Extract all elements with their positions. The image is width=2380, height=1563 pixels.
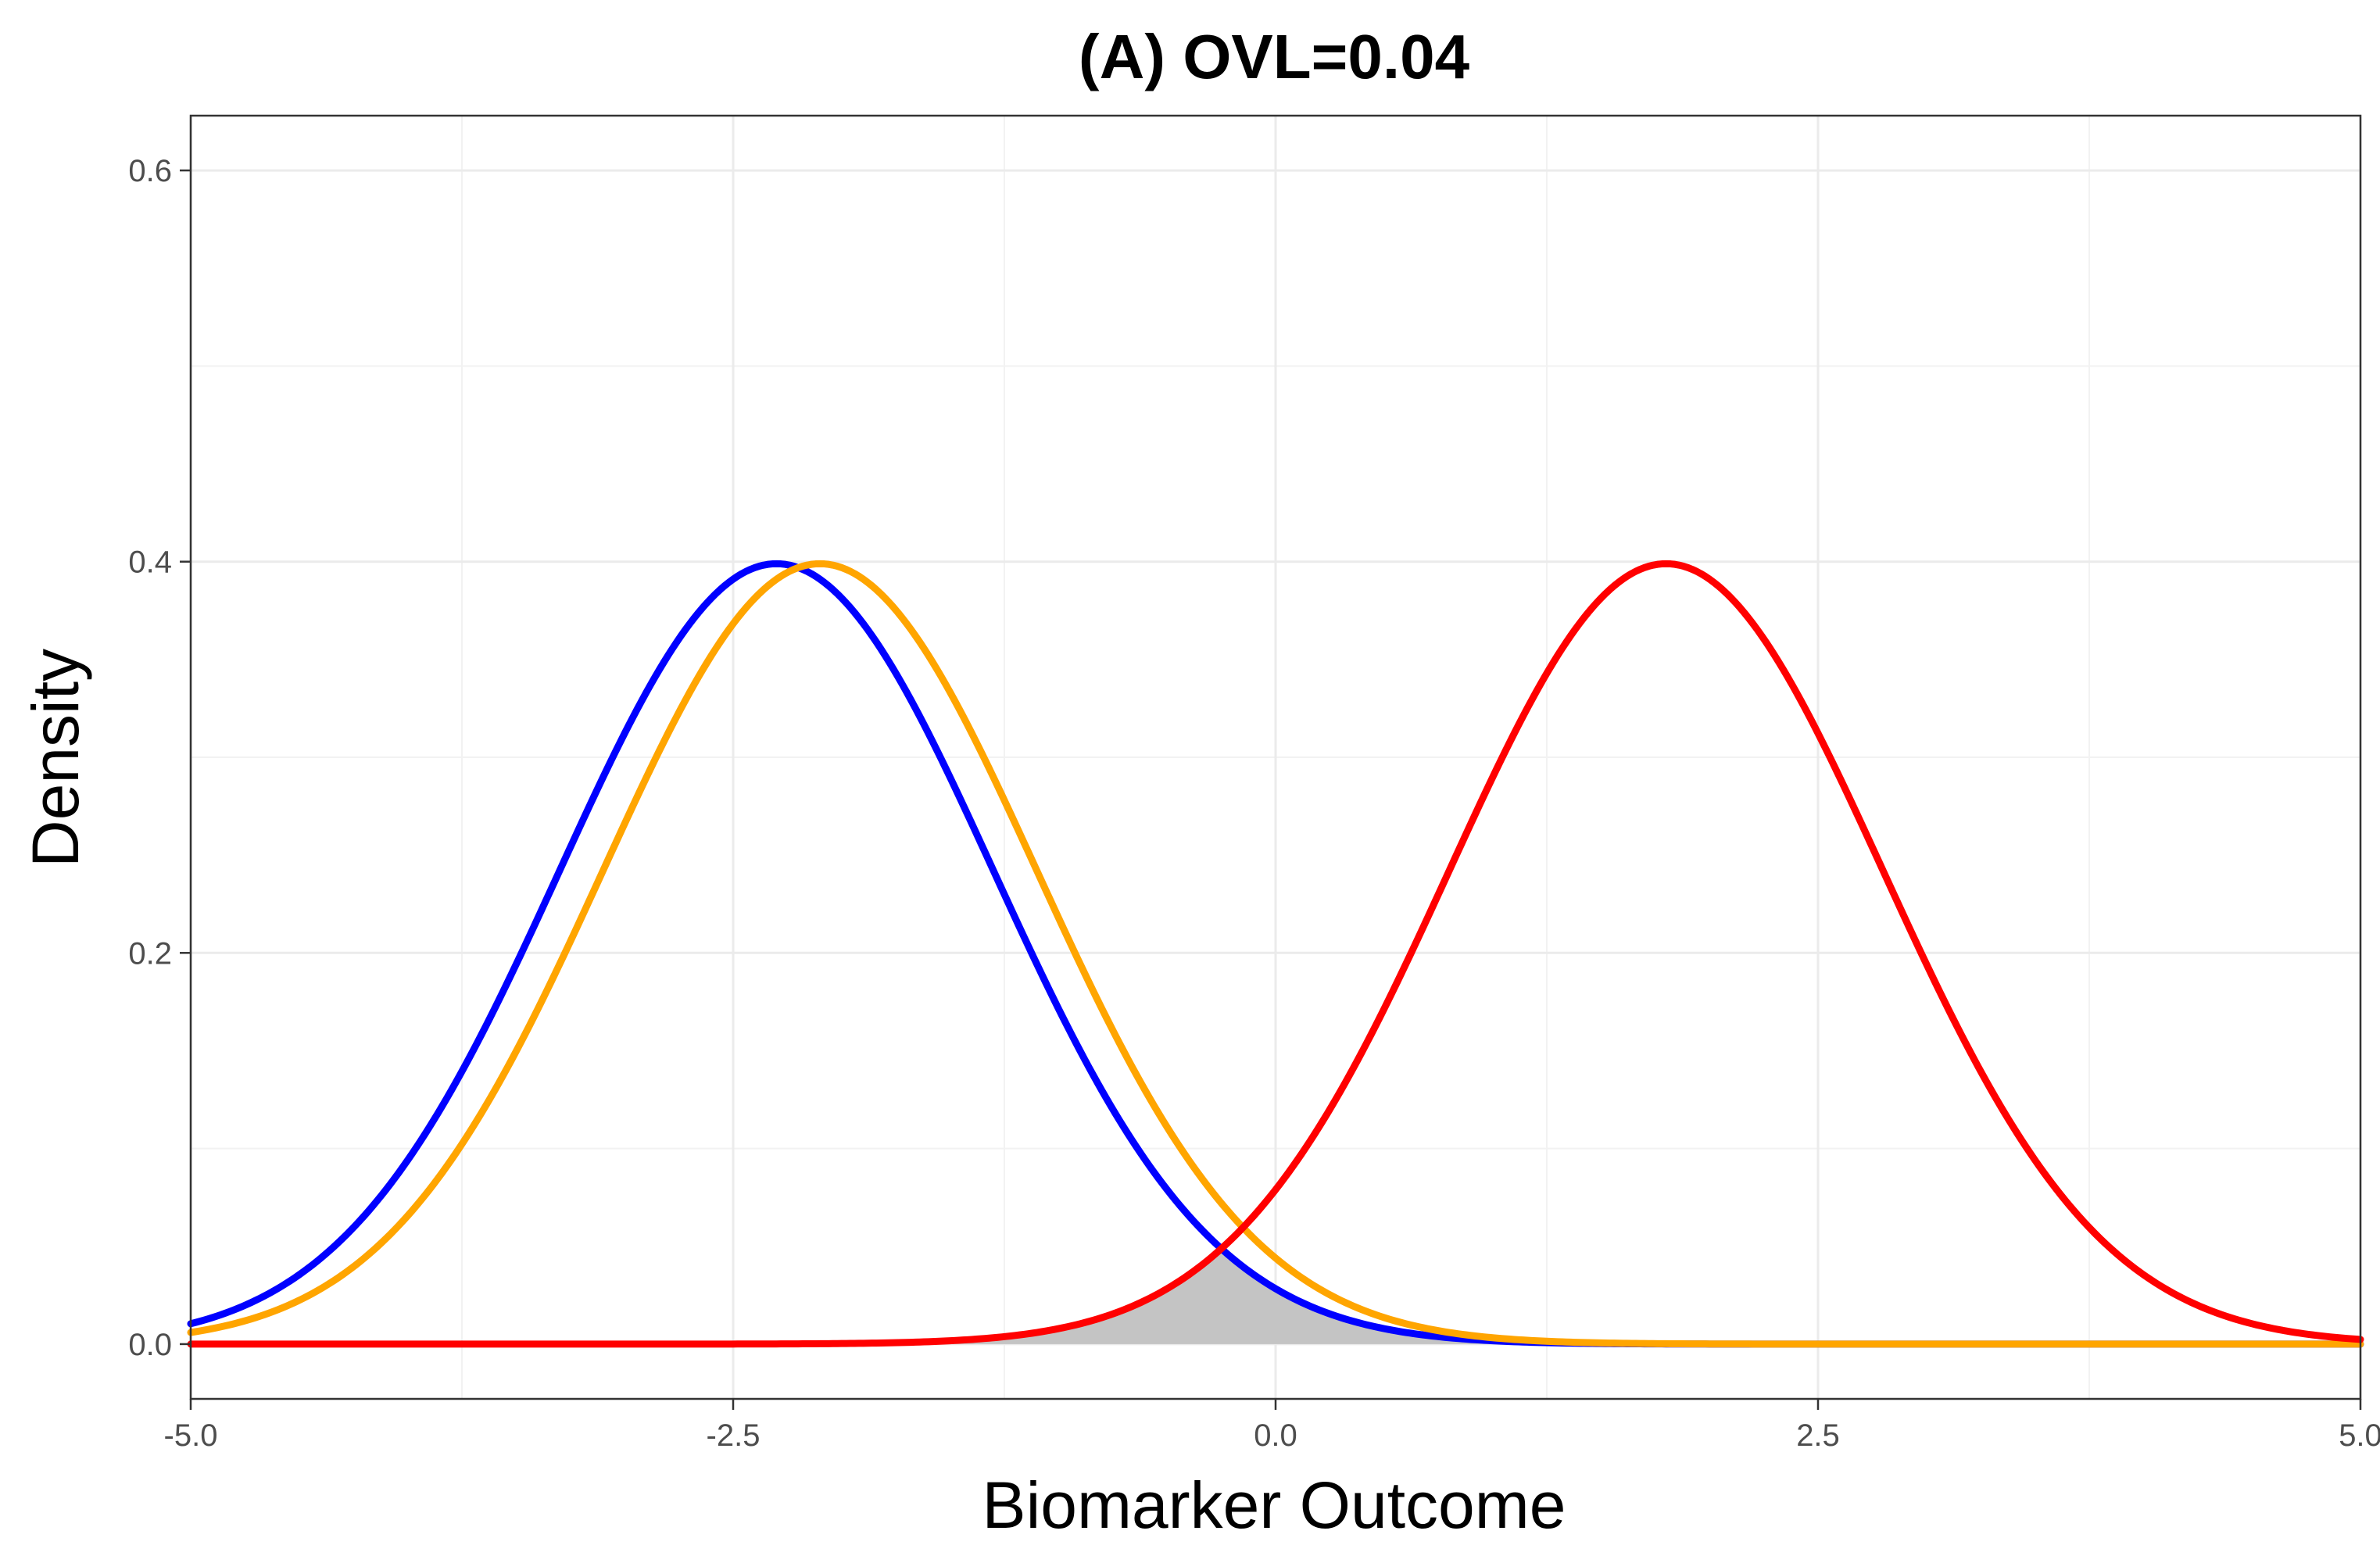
density-curve-red — [187, 560, 2364, 1348]
y-axis-title: Density — [19, 649, 92, 867]
y-tick-label: 0.2 — [128, 936, 172, 971]
x-tick-label: 0.0 — [1254, 1418, 1297, 1453]
y-axis-ticks: 0.0 0.2 0.4 0.6 — [128, 154, 191, 1362]
y-tick-label: 0.0 — [128, 1328, 172, 1362]
x-axis-ticks: -5.0 -2.5 0.0 2.5 5.0 — [164, 1399, 2380, 1453]
y-tick-label: 0.6 — [128, 154, 172, 188]
x-axis-title: Biomarker Outcome — [982, 1468, 1566, 1542]
density-curve-orange — [187, 560, 2364, 1348]
density-curves — [187, 560, 2364, 1348]
chart-title: (A) OVL=0.04 — [1079, 22, 1470, 91]
x-tick-label: 2.5 — [1796, 1418, 1840, 1453]
x-tick-label: -2.5 — [707, 1418, 761, 1453]
x-tick-label: -5.0 — [164, 1418, 218, 1453]
y-tick-label: 0.4 — [128, 545, 172, 580]
x-tick-label: 5.0 — [2339, 1418, 2380, 1453]
overlap-shaded-area — [191, 1250, 2360, 1344]
